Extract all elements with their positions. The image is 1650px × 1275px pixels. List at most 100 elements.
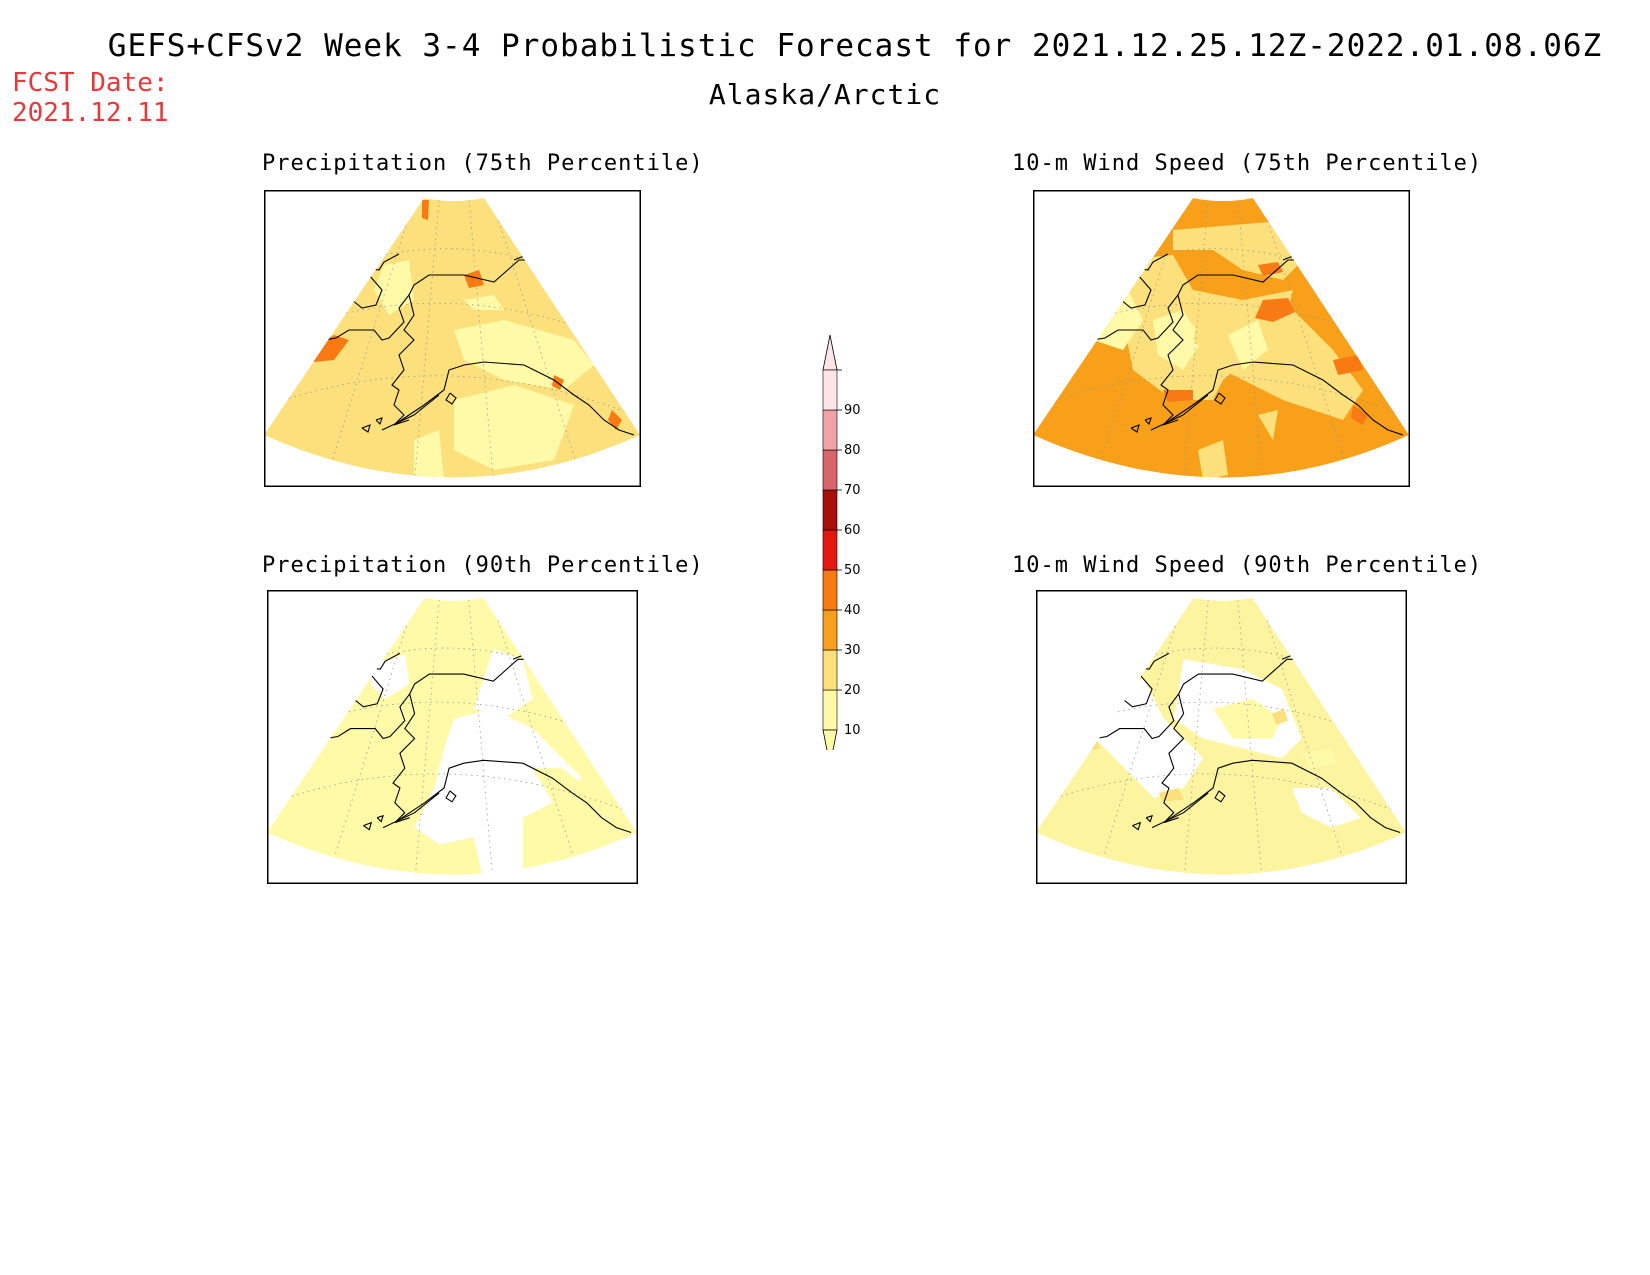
colorbar-label-20: 20 xyxy=(844,683,861,698)
coastline-peninsula xyxy=(1151,792,1209,829)
coastline-alaska-north xyxy=(322,259,532,341)
forecast-date-label: FCST Date: xyxy=(12,68,169,98)
field-gap xyxy=(473,649,533,719)
longitude-line xyxy=(468,199,495,478)
field-base xyxy=(264,198,640,478)
coastline-alaska-west xyxy=(392,693,416,824)
coastline-island xyxy=(1145,814,1153,823)
field-gap xyxy=(1291,788,1361,828)
longitude-line xyxy=(414,599,440,875)
field-contour-high xyxy=(608,410,622,430)
field-contour-high xyxy=(309,335,349,362)
field-contour xyxy=(1193,300,1363,420)
colorbar-segment-50 xyxy=(822,529,838,571)
forecast-date-block: FCST Date: 2021.12.11 xyxy=(12,68,169,128)
field-contour xyxy=(532,768,607,828)
field-contour-high xyxy=(1163,390,1193,402)
field-contour xyxy=(464,295,504,310)
coastline-alaska-north xyxy=(1093,658,1300,740)
coastline-alaska-south xyxy=(1163,759,1401,834)
field-contour xyxy=(414,837,484,875)
map-precip-75 xyxy=(264,190,641,487)
field-contour xyxy=(454,385,574,470)
colorbar-label-60: 60 xyxy=(844,523,861,538)
field-contour-high xyxy=(464,270,484,288)
colorbar-label-10: 10 xyxy=(844,723,861,738)
forecast-field xyxy=(1036,597,1407,875)
forecast-field xyxy=(1033,198,1409,478)
map-frame xyxy=(1033,190,1410,487)
field-contour xyxy=(1213,698,1282,739)
field-contour xyxy=(529,420,549,450)
colorbar-label-80: 80 xyxy=(844,443,861,458)
panel-title-precip-75: Precipitation (75th Percentile) xyxy=(262,151,704,176)
panel-title-wind-90: 10-m Wind Speed (90th Percentile) xyxy=(1012,553,1483,578)
colorbar-bottom-arrow xyxy=(822,729,838,750)
longitude-line xyxy=(325,599,415,875)
longitude-line xyxy=(1259,599,1352,875)
coastline-alaska-south xyxy=(393,361,635,436)
colorbar-segment-70 xyxy=(822,449,838,491)
field-contour xyxy=(1228,320,1268,370)
field-contour-high xyxy=(1255,298,1295,322)
coastline-peninsula xyxy=(381,394,440,431)
colorbar-segment-40 xyxy=(822,569,838,611)
field-contour xyxy=(1301,748,1337,769)
coastline-alaska-west xyxy=(391,294,415,426)
map-wind-75 xyxy=(1033,190,1410,487)
colorbar-label-50: 50 xyxy=(844,563,861,578)
map-frame xyxy=(264,190,641,487)
field-contour xyxy=(1198,440,1228,478)
panel-title-wind-75: 10-m Wind Speed (75th Percentile) xyxy=(1012,151,1483,176)
map-precip-90 xyxy=(267,590,638,884)
field-contour xyxy=(454,320,594,390)
map-frame xyxy=(1036,590,1407,884)
longitude-line xyxy=(1092,199,1184,478)
coastline-island xyxy=(363,821,373,831)
field-contour-high xyxy=(1351,405,1368,425)
coastline xyxy=(1091,253,1404,436)
field-contour-mid xyxy=(1272,708,1288,725)
longitude-line xyxy=(1183,599,1209,875)
field-contour xyxy=(1258,410,1278,440)
coastline-island xyxy=(1130,424,1140,433)
longitude-line xyxy=(1260,199,1354,478)
field-contour xyxy=(1153,310,1203,370)
forecast-field xyxy=(264,198,640,478)
probability-colorbar: 10 20 30 40 50 60 70 80 90 xyxy=(822,334,861,750)
latitude-line xyxy=(1072,302,1384,341)
forecast-date-value: 2021.12.11 xyxy=(12,98,169,128)
field-gap xyxy=(370,654,410,699)
longitude-line xyxy=(468,599,494,875)
longitude-line xyxy=(323,199,415,478)
longitude-line xyxy=(490,599,583,875)
coastline-kodiak xyxy=(1214,392,1226,405)
colorbar-segment-30 xyxy=(822,609,838,651)
main-title: GEFS+CFSv2 Week 3-4 Probabilistic Foreca… xyxy=(107,28,1603,64)
coastline-kodiak xyxy=(445,790,457,803)
forecast-field xyxy=(267,597,638,875)
colorbar-segment-10 xyxy=(822,689,838,731)
colorbar-segment-80 xyxy=(822,409,838,451)
longitude-line xyxy=(1094,599,1184,875)
longitude-line xyxy=(1237,599,1263,875)
coastline-alaska-north xyxy=(324,658,531,740)
latitude-line xyxy=(286,773,632,814)
coastline-peninsula xyxy=(382,792,440,829)
field-contour xyxy=(414,430,444,478)
latitude-line xyxy=(1055,773,1401,814)
coastline-alaska-north xyxy=(1091,259,1301,341)
coastline-alaska-west xyxy=(1161,693,1185,824)
field-contour-high xyxy=(422,200,429,220)
coastline-kodiak xyxy=(445,392,457,405)
coastline-island xyxy=(1132,821,1142,831)
coastline-alaska-south xyxy=(1162,361,1404,436)
colorbar-label-40: 40 xyxy=(844,603,861,618)
colorbar-label-30: 30 xyxy=(844,643,861,658)
region-subtitle: Alaska/Arctic xyxy=(708,78,942,111)
colorbar-segment-60 xyxy=(822,489,838,531)
longitude-line xyxy=(491,199,585,478)
coastline-alaska-west xyxy=(1160,294,1184,426)
field-contour-high xyxy=(1333,355,1363,375)
coastline-island xyxy=(361,424,371,433)
